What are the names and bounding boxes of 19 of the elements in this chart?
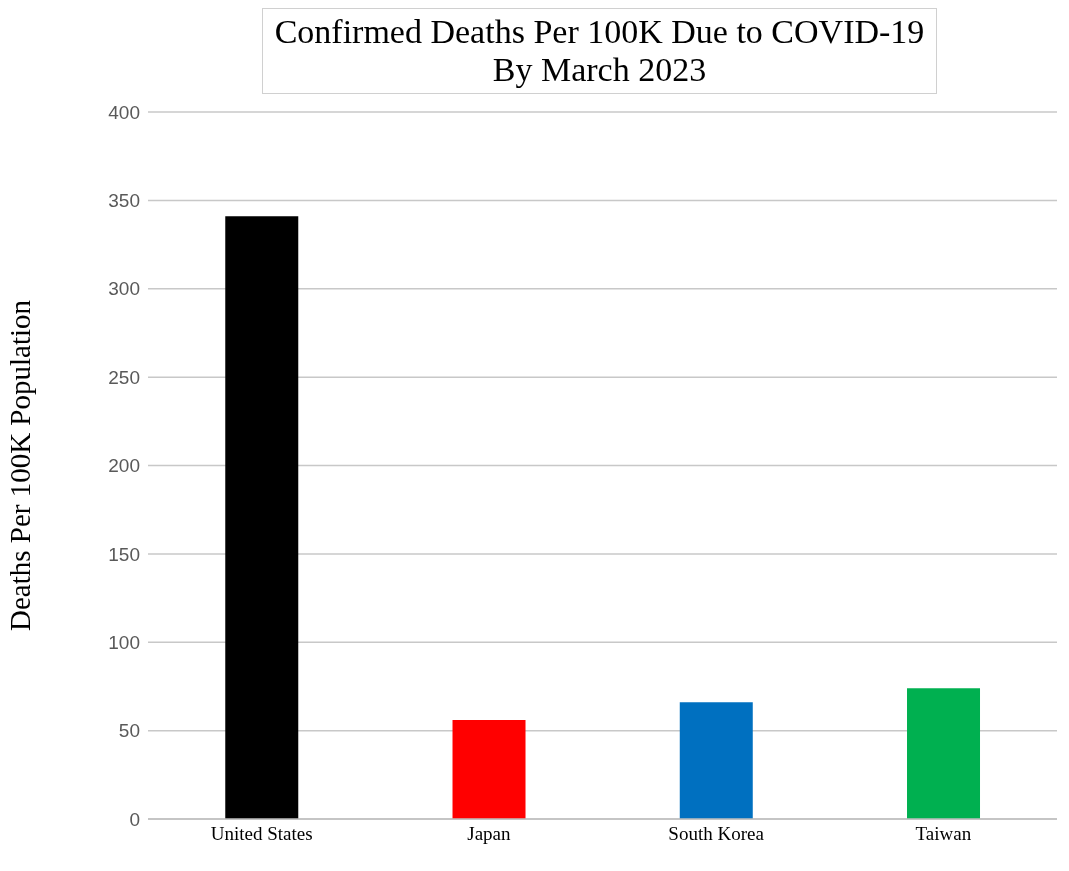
y-tick-label: 350 bbox=[108, 190, 140, 212]
y-axis-title: Deaths Per 100K Population bbox=[4, 299, 37, 632]
bar bbox=[452, 720, 526, 819]
chart-title: Confirmed Deaths Per 100K Due to COVID-19 By March 2023 bbox=[261, 8, 938, 94]
y-tick-label: 0 bbox=[129, 808, 140, 830]
bar bbox=[907, 688, 981, 819]
bar bbox=[225, 216, 299, 819]
y-tick-label: 150 bbox=[108, 543, 140, 565]
y-tick-label: 300 bbox=[108, 278, 140, 300]
bar bbox=[679, 702, 753, 819]
y-tick-label: 100 bbox=[108, 631, 140, 653]
x-tick-label: Taiwan bbox=[915, 823, 972, 845]
y-tick-label: 50 bbox=[118, 720, 140, 742]
x-tick-label: South Korea bbox=[668, 823, 765, 845]
x-tick-label: Japan bbox=[467, 823, 511, 845]
x-tick-label: United States bbox=[210, 823, 313, 845]
y-tick-label: 200 bbox=[108, 455, 140, 477]
y-tick-label: 250 bbox=[108, 366, 140, 388]
y-tick-label: 400 bbox=[108, 101, 140, 123]
